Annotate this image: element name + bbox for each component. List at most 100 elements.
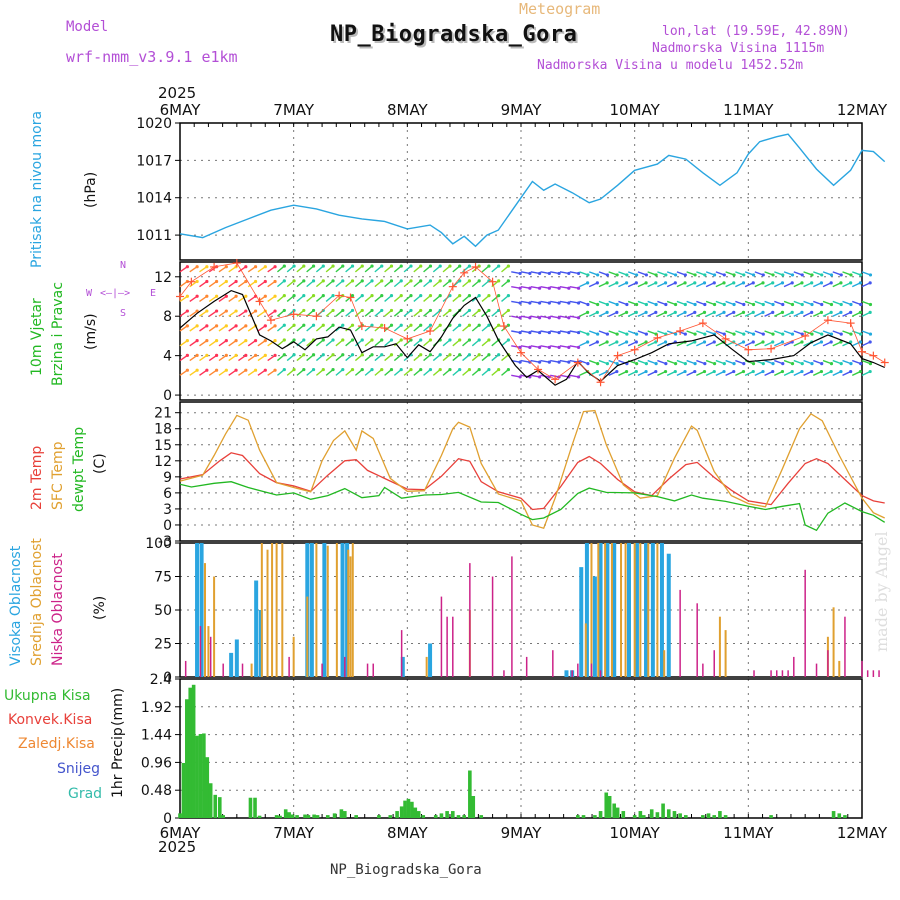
wind-arrow-head — [839, 273, 843, 277]
wind-arrow-head — [761, 362, 765, 366]
wind-arrow-head — [263, 368, 267, 372]
wind-arrow-head — [605, 281, 609, 285]
wind-arrow-head — [820, 362, 824, 366]
wind-arrow-head — [615, 369, 619, 374]
wind-arrow-head — [702, 281, 707, 285]
wind-arrow-head — [380, 308, 384, 313]
wind-arrow-head — [331, 294, 335, 298]
precip-bar — [388, 815, 393, 818]
wind-arrow-head — [497, 294, 501, 298]
wind-arrow-head — [195, 324, 199, 328]
precip-bar — [213, 794, 218, 818]
wind-arrow-head — [399, 338, 403, 342]
model-label: Model — [66, 19, 109, 35]
mid-cloud-bar — [656, 543, 659, 677]
wind-arrow-head — [742, 332, 746, 336]
wind-arrow-head — [635, 273, 639, 277]
wind-arrow-head — [518, 316, 522, 320]
wind-arrow-head — [389, 353, 394, 357]
wind-arrow-head — [518, 271, 522, 276]
precip-bar — [843, 815, 847, 818]
wind-arrow-head — [244, 309, 248, 313]
wind-arrow-head — [761, 369, 765, 374]
precip-bar — [462, 815, 466, 818]
wind-arrow-head — [302, 323, 306, 327]
low-cloud-bar — [209, 636, 212, 677]
wind-arrow-head — [859, 362, 863, 366]
high-cloud-bar — [345, 543, 350, 677]
wind-arrow-head — [868, 369, 872, 374]
wind-arrow-head — [224, 294, 228, 298]
wind-arrow-head — [263, 353, 267, 358]
wind-arrow-head — [528, 301, 532, 305]
wind-arrow-head — [644, 310, 648, 315]
precip-bar — [451, 811, 455, 818]
y-tick-label: 1020 — [136, 116, 172, 132]
wind-arrow-head — [331, 353, 335, 357]
low-cloud-bar — [184, 660, 187, 677]
wind-arrow-head — [858, 281, 863, 285]
wind-arrow-head — [331, 264, 335, 268]
wind-arrow-head — [302, 338, 306, 342]
wind-arrow-head — [683, 302, 687, 307]
wind-arrow-head — [624, 369, 629, 374]
wind-arrow-head — [674, 273, 678, 277]
wind-arrow-head — [547, 301, 551, 305]
precip-bar — [221, 815, 225, 818]
precip-bar — [399, 806, 404, 818]
wind-arrow-head — [302, 308, 306, 313]
wind-arrow-head — [615, 302, 619, 307]
wind-arrow-head — [321, 264, 325, 268]
high-cloud-bar — [234, 639, 239, 677]
wind-arrow-head — [487, 264, 491, 268]
precip-bar — [208, 783, 213, 818]
wind-arrow-head — [360, 294, 364, 298]
wind-arrow-head — [195, 353, 199, 358]
precip-bar — [325, 815, 330, 818]
wind-arrow-head — [567, 316, 571, 320]
precip-bar — [479, 815, 484, 818]
wind-arrow-head — [467, 264, 472, 268]
wind-arrow-head — [477, 338, 481, 342]
x-day-label-bottom: 11MAY — [723, 824, 774, 842]
wind-arrow-head — [282, 323, 286, 327]
wind-arrow-head — [360, 353, 364, 357]
wind-arrow-head — [518, 360, 522, 364]
low-cloud-bar — [590, 663, 593, 677]
wind-arrow-head — [195, 368, 199, 372]
precip-bar — [403, 800, 407, 818]
precip-bar — [315, 815, 320, 818]
wind-arrow-head — [761, 340, 765, 344]
altitude-label: Nadmorska Visina 1115m — [652, 41, 825, 56]
wind-arrow-head — [458, 294, 462, 298]
wind-arrow-head — [624, 340, 629, 344]
wind-arrow-head — [409, 279, 413, 283]
wind-arrow-head — [732, 273, 736, 277]
wind-arrow-head — [859, 273, 863, 277]
wind-arrow-head — [399, 367, 403, 372]
wind-arrow-head — [751, 332, 756, 336]
wind-arrow-head — [547, 360, 551, 364]
precip-bar — [593, 815, 597, 818]
mid-cloud-bar — [335, 543, 338, 677]
wind-arrow-head — [780, 310, 785, 315]
mid-cloud-bar — [275, 543, 278, 677]
wind-arrow-head — [868, 362, 873, 366]
wind-arrow-head — [781, 332, 785, 336]
wind-arrow-head — [487, 308, 491, 313]
wind-arrow-head — [195, 309, 199, 313]
high-cloud-bar — [579, 567, 584, 677]
wind-arrow-head — [781, 302, 785, 307]
precip-bar — [217, 797, 222, 818]
wind-arrow-head — [839, 302, 843, 307]
low-cloud-bar — [525, 656, 528, 677]
wind-arrow-head — [506, 338, 511, 342]
wind-arrow-head — [438, 294, 442, 298]
y-tick-label: 12 — [154, 454, 172, 470]
wind-arrow-head — [497, 353, 501, 357]
wind-arrow-head — [282, 308, 286, 313]
wind-arrow-head — [722, 362, 726, 366]
low-cloud-bar — [844, 616, 846, 677]
wind-arrow-head — [722, 369, 726, 374]
low-cloud-bar — [679, 589, 681, 677]
